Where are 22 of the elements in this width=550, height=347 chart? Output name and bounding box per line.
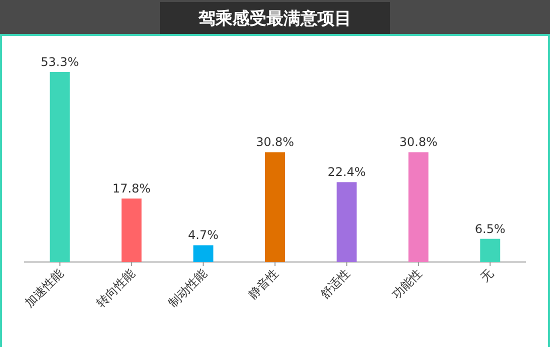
x-tick-label: 制动性能 bbox=[166, 266, 210, 310]
x-tick-label: 舒适性 bbox=[317, 266, 353, 302]
chart-title: 驾乘感受最满意项目 bbox=[198, 9, 352, 29]
data-label: 30.8% bbox=[399, 135, 438, 150]
bar bbox=[193, 245, 214, 262]
x-tick-label: 转向性能 bbox=[94, 266, 138, 310]
data-label: 17.8% bbox=[112, 182, 151, 196]
data-label: 30.8% bbox=[256, 135, 294, 150]
data-label: 22.4% bbox=[328, 165, 366, 180]
data-label: 4.7% bbox=[188, 228, 219, 242]
x-tick-label: 功能性 bbox=[389, 266, 425, 302]
bar bbox=[336, 182, 357, 262]
data-label: 53.3% bbox=[40, 55, 79, 69]
x-tick-label: 加速性能 bbox=[22, 266, 66, 310]
bar bbox=[480, 238, 500, 262]
bar bbox=[265, 152, 285, 262]
bar bbox=[50, 72, 70, 262]
bar bbox=[408, 152, 428, 262]
data-label: 6.5% bbox=[474, 222, 506, 236]
x-tick-label: 无 bbox=[478, 266, 496, 285]
x-tick-label: 静音性 bbox=[246, 266, 282, 302]
bar bbox=[122, 198, 142, 262]
